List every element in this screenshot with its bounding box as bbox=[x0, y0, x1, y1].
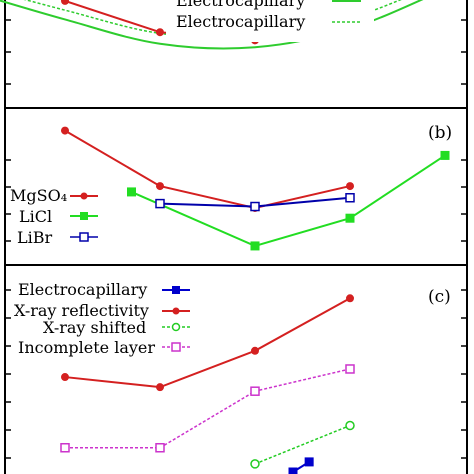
series-c-2-line bbox=[254, 424, 351, 465]
legend-panel-a: Electrocapillary Electrocapillary bbox=[166, 0, 374, 42]
legend-c-marker-3 bbox=[171, 322, 181, 332]
series-c-1-point-3 bbox=[346, 294, 354, 303]
series-c-2-point-0 bbox=[250, 459, 260, 469]
legend-panel-c: Electrocapillary X-ray reflectivity X-ra… bbox=[14, 280, 190, 357]
series-b-1 bbox=[127, 150, 450, 251]
series-c-0-point-1 bbox=[304, 457, 314, 467]
legend-panel-b: MgSO₄ LiCl LiBr bbox=[10, 186, 98, 247]
legend-b-label-2: LiCl bbox=[19, 207, 52, 226]
legend-b-label-3: LiBr bbox=[17, 228, 53, 247]
series-b-2 bbox=[155, 193, 355, 212]
series-layer bbox=[0, 0, 450, 474]
legend-c-marker-1 bbox=[172, 286, 180, 294]
series-b-0 bbox=[61, 126, 354, 212]
series-c-2 bbox=[250, 420, 355, 469]
legend-b-marker-3 bbox=[79, 232, 89, 242]
series-b-2-point-0 bbox=[155, 198, 165, 209]
series-b-1-line bbox=[131, 154, 446, 248]
legend-c-label-4: Incomplete layer bbox=[18, 338, 155, 357]
series-c-0 bbox=[288, 457, 314, 474]
series-c-3-point-2 bbox=[250, 386, 260, 396]
legend-b-marker-2 bbox=[80, 212, 88, 220]
series-c-3-line bbox=[65, 368, 351, 449]
series-a-2-point-0 bbox=[61, 0, 69, 5]
legend-b-mgso4: MgSO₄ bbox=[10, 186, 67, 205]
series-b-1-point-2 bbox=[345, 213, 355, 223]
series-b-1-point-1 bbox=[250, 241, 260, 251]
series-c-1 bbox=[61, 294, 354, 392]
series-b-1-point-0 bbox=[127, 187, 136, 197]
series-c-1-point-0 bbox=[61, 373, 69, 382]
series-b-1-point-3 bbox=[440, 150, 450, 160]
series-c-0-point-0 bbox=[288, 467, 298, 474]
legend-b-marker-1 bbox=[80, 192, 88, 200]
series-b-0-line bbox=[64, 129, 351, 210]
legend-b-label-1: MgSO₄ bbox=[10, 186, 67, 205]
series-c-3-point-1 bbox=[155, 443, 165, 453]
series-c-1-point-1 bbox=[156, 383, 164, 392]
series-b-0-point-3 bbox=[346, 182, 354, 191]
series-c-3-point-3 bbox=[345, 364, 355, 374]
legend-c-marker-4 bbox=[171, 342, 181, 352]
legend-c-label-1: Electrocapillary bbox=[18, 280, 147, 299]
series-a-2-point-1 bbox=[156, 28, 164, 37]
series-b-2-point-1 bbox=[250, 201, 260, 212]
series-b-0-point-1 bbox=[156, 182, 164, 191]
series-c-1-point-2 bbox=[251, 346, 259, 355]
series-c-3 bbox=[60, 364, 355, 453]
legend-c-marker-2 bbox=[172, 307, 180, 315]
series-c-3-point-0 bbox=[60, 443, 70, 453]
panel-c-label: (c) bbox=[428, 287, 451, 307]
legend-c-label-2: X-ray reflectivity bbox=[14, 301, 149, 320]
panel-b-label: (b) bbox=[428, 123, 452, 143]
legend-a-label-2: Electrocapillary bbox=[176, 12, 305, 31]
axis-ticks bbox=[5, 19, 467, 459]
legend-c-label-3: X-ray shifted bbox=[43, 318, 146, 337]
legend-a-box bbox=[166, 0, 374, 42]
series-c-1-line bbox=[64, 297, 351, 389]
panel-c-frame bbox=[4, 264, 468, 474]
series-b-2-point-2 bbox=[345, 193, 355, 203]
series-c-2-point-1 bbox=[345, 420, 355, 431]
series-b-0-point-0 bbox=[61, 126, 69, 135]
legend-a-label-1: Electrocapillary bbox=[176, 0, 305, 10]
